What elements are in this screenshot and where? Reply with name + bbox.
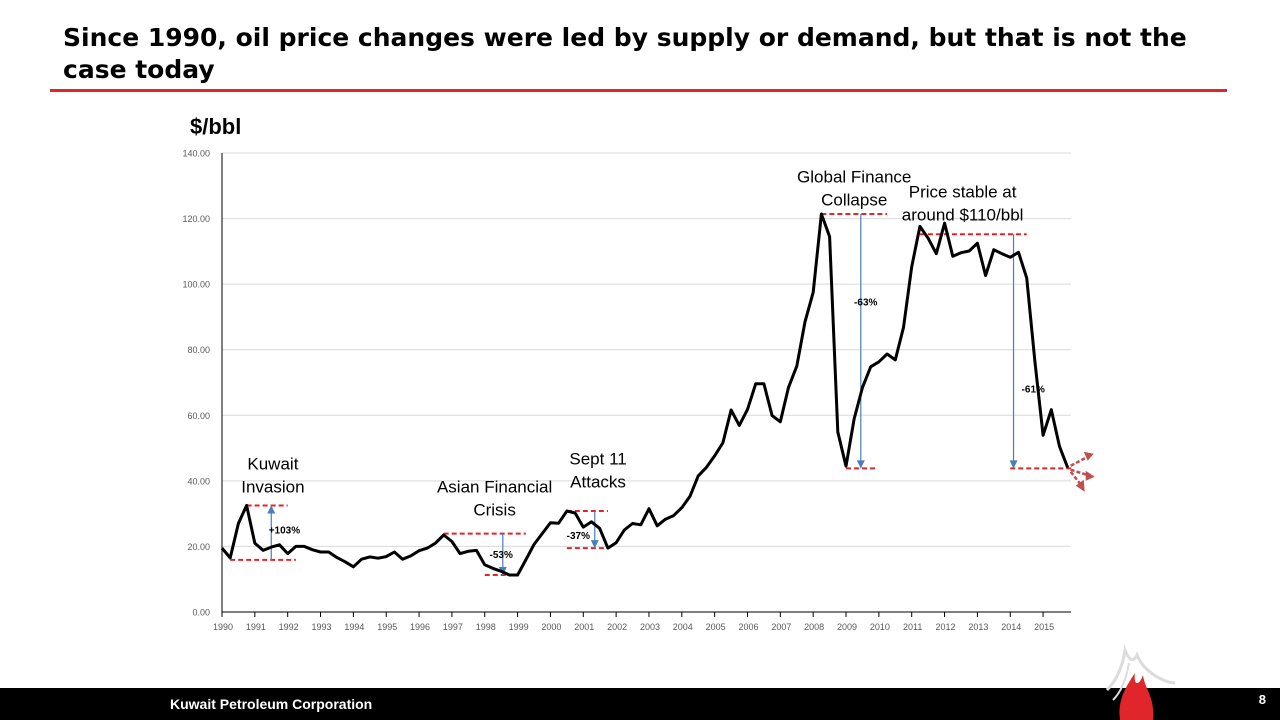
event-label: Invasion bbox=[241, 477, 304, 496]
footer-bar bbox=[0, 688, 1280, 720]
y-tick-label: 20.00 bbox=[187, 542, 210, 552]
kpc-flame-logo-icon bbox=[1105, 645, 1175, 720]
page-number: 8 bbox=[1258, 692, 1266, 707]
x-tick-label: 2014 bbox=[1001, 622, 1021, 632]
x-tick-label: 2006 bbox=[738, 622, 758, 632]
x-tick-label: 2001 bbox=[574, 622, 594, 632]
x-tick-label: 2009 bbox=[837, 622, 857, 632]
x-tick-label: 2007 bbox=[771, 622, 791, 632]
x-tick-label: 2010 bbox=[870, 622, 890, 632]
x-tick-label: 2008 bbox=[804, 622, 824, 632]
outlook-arrow-up bbox=[1070, 454, 1091, 467]
x-tick-label: 2013 bbox=[968, 622, 988, 632]
x-tick-label: 2012 bbox=[936, 622, 956, 632]
y-tick-label: 40.00 bbox=[187, 476, 210, 486]
y-tick-label: 100.00 bbox=[182, 280, 210, 290]
x-tick-label: 1993 bbox=[312, 622, 332, 632]
x-tick-label: 2004 bbox=[673, 622, 693, 632]
x-tick-label: 1998 bbox=[476, 622, 496, 632]
price-series-line bbox=[220, 212, 1070, 577]
outlook-arrow-flat-head bbox=[1085, 470, 1095, 481]
title-divider bbox=[50, 89, 1227, 92]
percent-change-label: +103% bbox=[269, 525, 301, 536]
x-tick-label: 1994 bbox=[344, 622, 364, 632]
x-tick-label: 1992 bbox=[279, 622, 299, 632]
percent-change-label: -37% bbox=[567, 531, 590, 542]
x-tick-label: 2011 bbox=[903, 622, 922, 632]
x-tick-label: 1997 bbox=[443, 622, 463, 632]
event-label: around $110/bbl bbox=[902, 205, 1024, 224]
y-tick-label: 0.00 bbox=[192, 608, 210, 618]
event-label: Sept 11 bbox=[569, 449, 626, 468]
annotation-arrow-head bbox=[590, 540, 599, 549]
event-label: Attacks bbox=[570, 472, 626, 491]
outlook-arrow-flat bbox=[1070, 468, 1091, 477]
event-label: Crisis bbox=[473, 500, 516, 519]
x-tick-label: 1999 bbox=[509, 622, 529, 632]
event-label: Price stable at bbox=[909, 182, 1017, 201]
x-tick-label: 1995 bbox=[377, 622, 397, 632]
event-label: Collapse bbox=[821, 191, 887, 210]
annotation-arrow-head bbox=[267, 505, 276, 514]
x-tick-label: 2005 bbox=[706, 622, 726, 632]
y-axis-unit-label: $/bbl bbox=[190, 114, 242, 139]
x-tick-label: 1991 bbox=[246, 622, 266, 632]
y-tick-label: 60.00 bbox=[187, 411, 210, 421]
event-label: Asian Financial bbox=[437, 477, 552, 496]
footer-company-name: Kuwait Petroleum Corporation bbox=[170, 696, 373, 712]
x-tick-label: 2015 bbox=[1034, 622, 1054, 632]
event-label: Global Finance bbox=[797, 168, 911, 187]
x-tick-label: 1996 bbox=[410, 622, 430, 632]
annotation-arrow-head bbox=[856, 460, 865, 469]
y-tick-label: 140.00 bbox=[182, 149, 210, 159]
y-tick-label: 120.00 bbox=[182, 214, 210, 224]
outlook-arrow-down-head bbox=[1075, 479, 1085, 492]
outlook-arrow-up-head bbox=[1083, 451, 1094, 461]
x-tick-label: 2000 bbox=[541, 622, 561, 632]
slide-title: Since 1990, oil price changes were led b… bbox=[63, 23, 1187, 84]
percent-change-label: -63% bbox=[854, 297, 877, 308]
x-tick-label: 2003 bbox=[640, 622, 660, 632]
x-tick-label: 2002 bbox=[607, 622, 627, 632]
event-label: Kuwait bbox=[247, 454, 298, 473]
y-tick-label: 80.00 bbox=[187, 345, 210, 355]
annotation-arrow-head bbox=[1009, 460, 1018, 469]
percent-change-label: -61% bbox=[1022, 384, 1045, 395]
percent-change-label: -53% bbox=[489, 550, 512, 561]
x-tick-label: 1990 bbox=[213, 622, 233, 632]
